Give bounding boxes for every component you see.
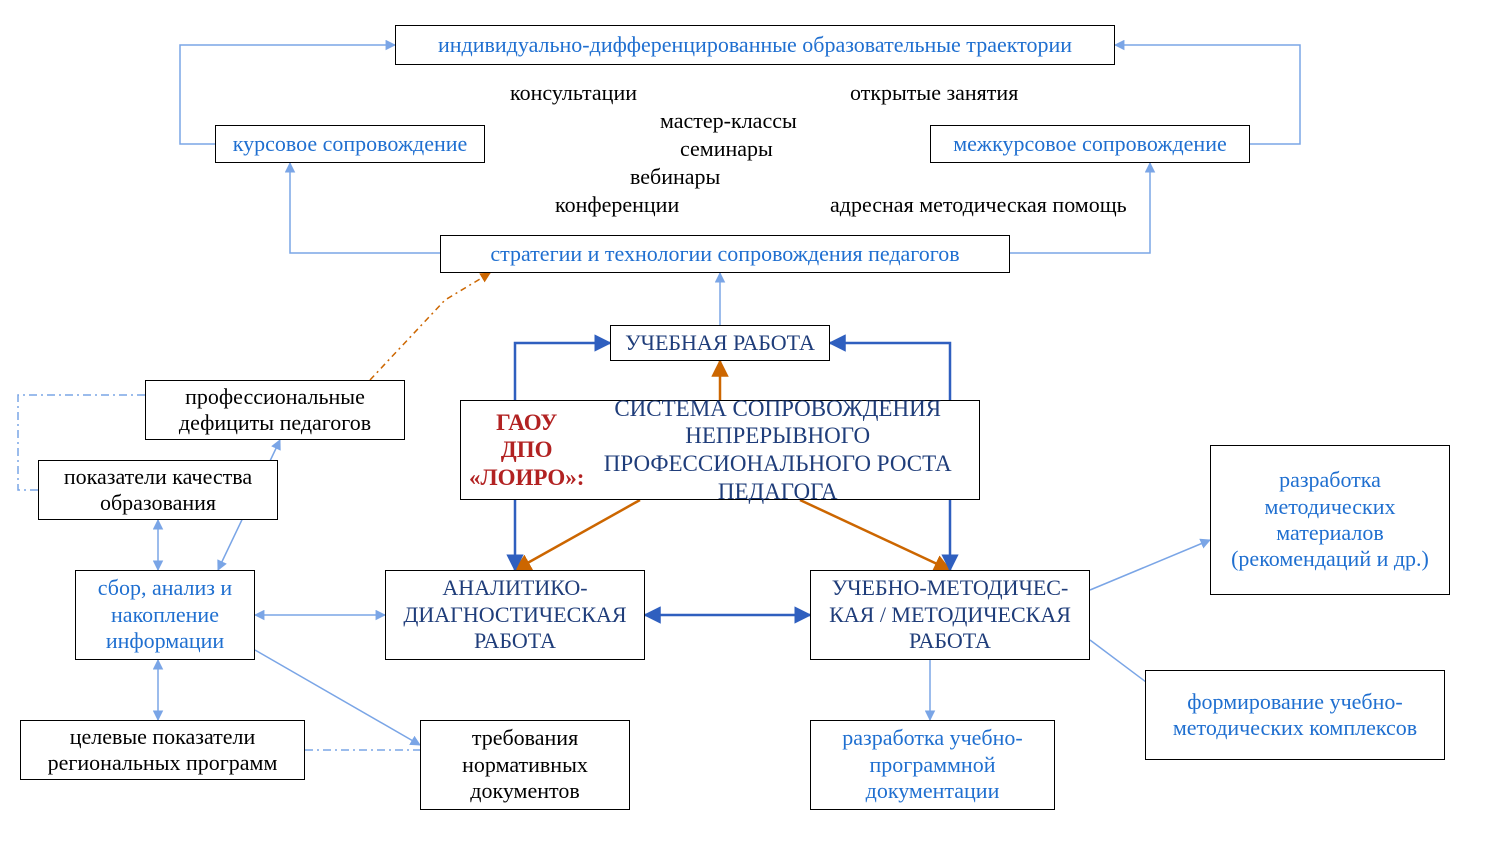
node-requirements-label: требования нормативных документов xyxy=(429,725,621,804)
free-label-1: открытые занятия xyxy=(850,80,1018,106)
node-intercourse: межкурсовое сопровождение xyxy=(930,125,1250,163)
node-course: курсовое сопровождение xyxy=(215,125,485,163)
free-label-2: мастер-классы xyxy=(660,108,797,134)
node-intercourse-label: межкурсовое сопровождение xyxy=(953,131,1227,157)
node-deficits: профессиональные дефициты педагогов xyxy=(145,380,405,440)
node-dev_prog: разработка учебно-программной документац… xyxy=(810,720,1055,810)
free-label-6: адресная методическая помощь xyxy=(830,192,1127,218)
edge-center-analytic-1 xyxy=(515,500,640,570)
node-top-label: индивидуально-дифференцированные образов… xyxy=(438,32,1072,58)
node-materials: разработка методических материалов (реко… xyxy=(1210,445,1450,595)
node-study-label: УЧЕБНАЯ РАБОТА xyxy=(625,330,815,356)
edge-strategies-course-7 xyxy=(290,163,440,253)
edge-methodic-materials-21 xyxy=(1090,540,1210,590)
free-label-3: семинары xyxy=(680,136,773,162)
node-complexes: формирование учебно-методических комплек… xyxy=(1145,670,1445,760)
node-materials-label: разработка методических материалов (реко… xyxy=(1219,467,1441,573)
node-center: ГАОУ ДПО «ЛОИРО»: СИСТЕМА СОПРОВОЖДЕНИЯ … xyxy=(460,400,980,500)
node-study: УЧЕБНАЯ РАБОТА xyxy=(610,325,830,361)
node-collect: сбор, анализ и накопление информации xyxy=(75,570,255,660)
node-requirements: требования нормативных документов xyxy=(420,720,630,810)
node-dev_prog-label: разработка учебно-программной документац… xyxy=(819,725,1046,804)
node-methodic-label: УЧЕБНО-МЕТОДИЧЕС-КАЯ / МЕТОДИЧЕСКАЯ РАБО… xyxy=(819,575,1081,654)
node-methodic: УЧЕБНО-МЕТОДИЧЕС-КАЯ / МЕТОДИЧЕСКАЯ РАБО… xyxy=(810,570,1090,660)
node-quality: показатели качества образования xyxy=(38,460,278,520)
edge-deficits-strategies-16 xyxy=(370,273,490,380)
node-course-label: курсовое сопровождение xyxy=(233,131,468,157)
node-analytic: АНАЛИТИКО-ДИАГНОСТИЧЕСКАЯ РАБОТА xyxy=(385,570,645,660)
node-deficits-label: профессиональные дефициты педагогов xyxy=(154,384,396,437)
node-collect-label: сбор, анализ и накопление информации xyxy=(84,575,246,654)
edge-center-methodic-2 xyxy=(800,500,950,570)
free-label-4: вебинары xyxy=(630,164,720,190)
node-strategies: стратегии и технологии сопровождения пед… xyxy=(440,235,1010,273)
node-targets-label: целевые показатели региональных программ xyxy=(29,724,296,777)
free-label-5: конференции xyxy=(555,192,679,218)
node-analytic-label: АНАЛИТИКО-ДИАГНОСТИЧЕСКАЯ РАБОТА xyxy=(394,575,636,654)
node-strategies-label: стратегии и технологии сопровождения пед… xyxy=(490,241,959,267)
node-quality-label: показатели качества образования xyxy=(47,464,269,517)
node-top: индивидуально-дифференцированные образов… xyxy=(395,25,1115,65)
node-targets: целевые показатели региональных программ xyxy=(20,720,305,780)
node-complexes-label: формирование учебно-методических комплек… xyxy=(1154,689,1436,742)
free-label-0: консультации xyxy=(510,80,637,106)
